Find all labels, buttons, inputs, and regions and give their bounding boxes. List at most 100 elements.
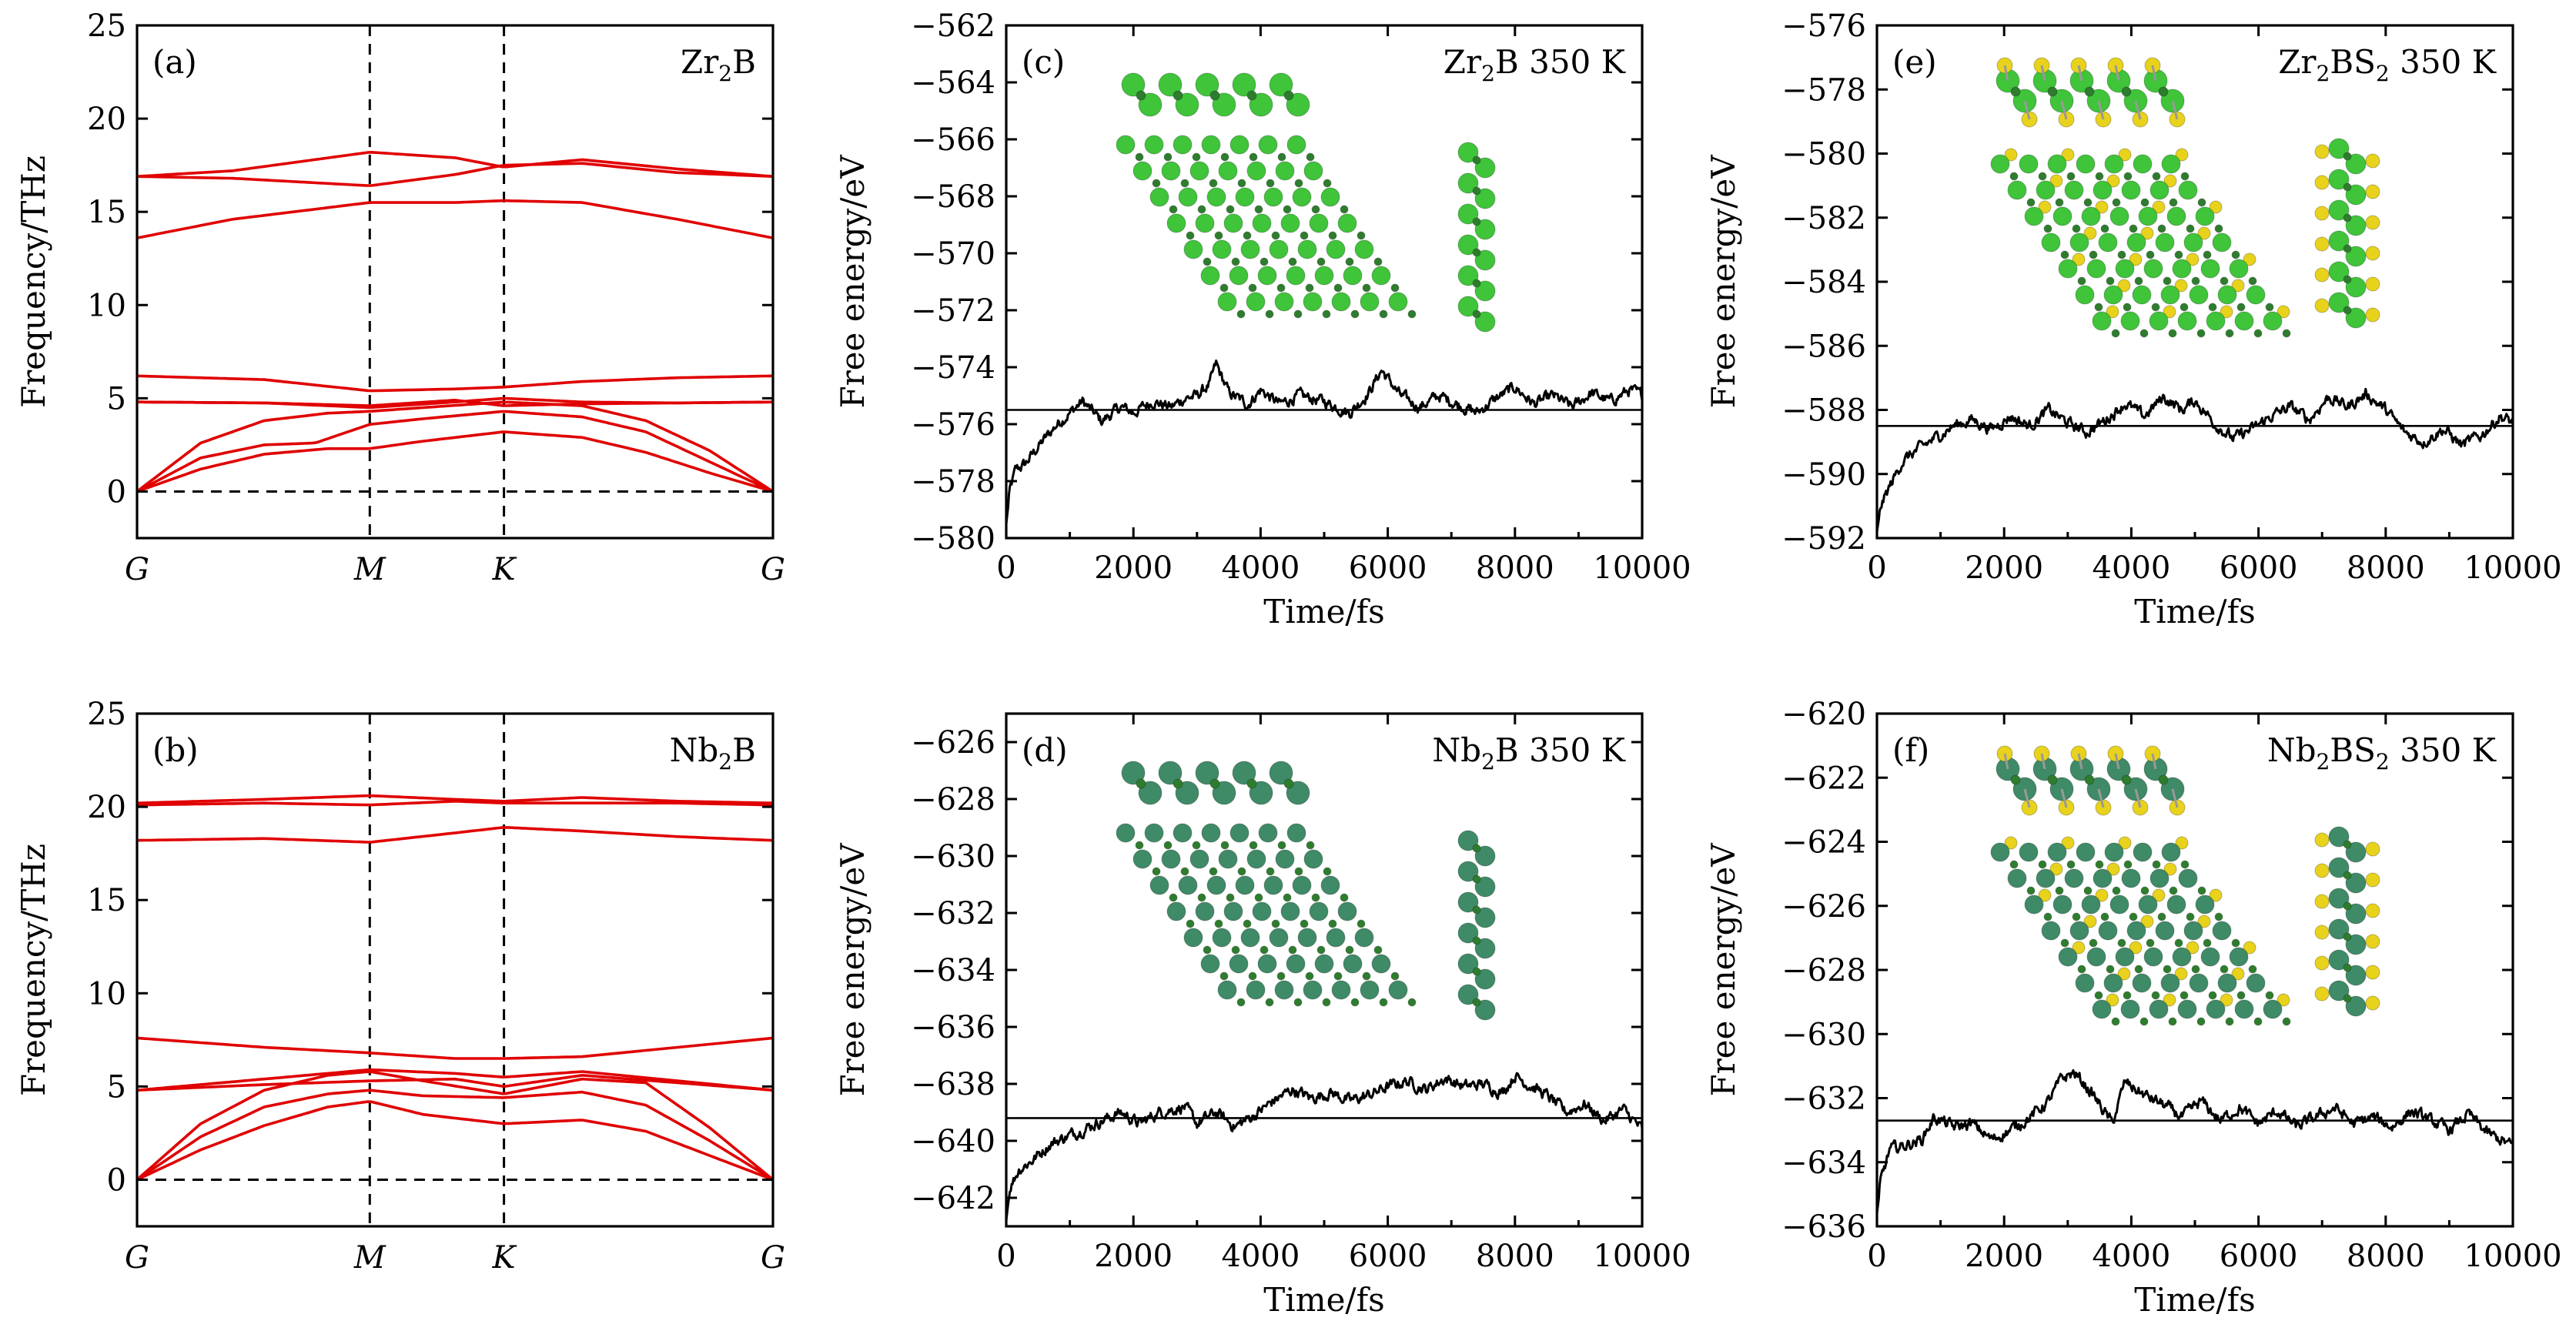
atom xyxy=(1474,845,1496,867)
atom xyxy=(2345,153,2367,175)
atom xyxy=(2189,973,2209,993)
atom xyxy=(2248,965,2257,974)
atom xyxy=(2248,276,2257,286)
atom xyxy=(1135,841,1144,850)
atom xyxy=(1252,901,1272,921)
x-tick-label: 4000 xyxy=(2093,1239,2171,1274)
plot-frame xyxy=(135,24,774,540)
atom xyxy=(1323,867,1332,876)
atom xyxy=(2220,276,2229,286)
atom xyxy=(2265,991,2274,1000)
atom xyxy=(2212,232,2232,252)
atom xyxy=(2106,174,2120,188)
y-tick-label: −632 xyxy=(911,896,995,931)
atom xyxy=(2231,938,2240,948)
atom xyxy=(1457,861,1479,882)
bond xyxy=(2003,65,2009,82)
title-part: BS xyxy=(2330,731,2376,769)
panel-label: (f) xyxy=(1892,731,1929,769)
atom xyxy=(1457,296,1479,317)
atom xyxy=(2024,895,2044,915)
atom xyxy=(1163,152,1173,162)
y-tick-label: −580 xyxy=(911,521,995,557)
atom xyxy=(1209,90,1220,101)
y-axis-label: Frequency/THz xyxy=(15,156,52,408)
atom xyxy=(2345,934,2367,955)
atom xyxy=(1280,213,1300,233)
atom xyxy=(2175,148,2189,162)
atom xyxy=(2169,198,2178,207)
bond xyxy=(2151,65,2157,82)
atom xyxy=(2169,886,2178,895)
atom xyxy=(1326,928,1346,948)
atom xyxy=(2208,303,2217,312)
atom xyxy=(2209,200,2223,214)
atom xyxy=(1277,841,1286,850)
atom xyxy=(1345,945,1354,955)
y-tick-label: −638 xyxy=(911,1067,995,1102)
atom xyxy=(2083,198,2093,207)
atom xyxy=(1305,971,1314,981)
atom xyxy=(2089,250,2098,259)
atom xyxy=(2049,862,2063,876)
atom xyxy=(1276,283,1286,293)
atom xyxy=(2163,993,2176,1007)
bond xyxy=(2040,753,2046,770)
atom xyxy=(2365,153,2380,169)
title-part: 2 xyxy=(1481,61,1495,86)
atom xyxy=(2106,305,2119,319)
atom xyxy=(2253,329,2263,338)
x-axis-label: Time/fs xyxy=(2134,1281,2255,1319)
atom xyxy=(2115,947,2135,967)
atom xyxy=(2246,285,2266,305)
atom xyxy=(1472,217,1481,226)
atom xyxy=(2186,224,2195,233)
atom xyxy=(2166,206,2186,226)
atom xyxy=(1407,998,1417,1007)
atom xyxy=(1169,893,1178,902)
atom xyxy=(1163,841,1173,850)
atom xyxy=(2365,184,2380,199)
atom xyxy=(2149,311,2169,331)
atom xyxy=(1178,187,1198,207)
atom xyxy=(1472,874,1481,884)
atom xyxy=(1229,135,1250,155)
atom xyxy=(1246,90,1257,101)
atom xyxy=(2117,967,2131,981)
atom xyxy=(1269,239,1289,259)
atom xyxy=(1277,152,1286,162)
atom xyxy=(2208,991,2217,1000)
atom xyxy=(2180,303,2189,312)
atom xyxy=(1212,781,1236,805)
atom xyxy=(2083,226,2097,240)
atom xyxy=(2172,259,2192,279)
atom xyxy=(2047,774,2058,785)
atom xyxy=(2186,252,2200,266)
y-tick-label: −628 xyxy=(911,782,995,818)
atom xyxy=(1350,309,1360,319)
atom xyxy=(1379,998,1388,1007)
atom xyxy=(1195,901,1215,921)
atom xyxy=(2328,169,2350,190)
atom xyxy=(2121,180,2141,200)
atom xyxy=(2168,1017,2177,1026)
atom xyxy=(2160,285,2180,305)
atom xyxy=(2157,224,2166,233)
atom xyxy=(2161,154,2181,174)
y-tick-label: −578 xyxy=(911,464,995,500)
atom xyxy=(1286,954,1306,974)
atom xyxy=(2345,995,2367,1017)
atom xyxy=(2343,152,2352,161)
atom xyxy=(2123,303,2132,312)
phonon-band xyxy=(135,1070,774,1181)
atom xyxy=(2100,224,2109,233)
x-tick-label: 8000 xyxy=(1476,1239,1554,1274)
atom xyxy=(1149,187,1169,207)
atom xyxy=(2217,285,2237,305)
atom xyxy=(1248,971,1257,981)
atom xyxy=(1474,188,1496,209)
y-tick-label: −588 xyxy=(1781,393,1866,429)
panel-label: (a) xyxy=(152,43,197,81)
atom xyxy=(1240,239,1260,259)
atom xyxy=(1229,266,1249,286)
